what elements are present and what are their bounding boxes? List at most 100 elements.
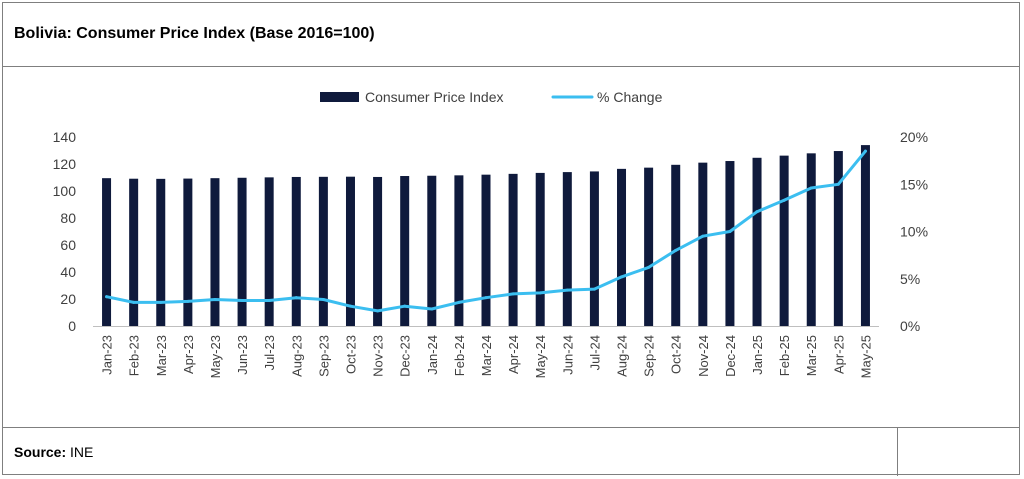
x-tick-label: May-24: [533, 335, 548, 378]
chart-svg: Consumer Price Index % Change 0 20 40 60 80 100…: [53, 89, 928, 378]
pct-change-point: [213, 298, 217, 302]
pct-change-point: [647, 265, 651, 269]
pct-change-point: [267, 298, 271, 302]
cpi-bar: [102, 178, 112, 326]
cpi-bar: [318, 176, 328, 326]
x-tick-label: May-25: [858, 335, 873, 378]
pct-change-point: [186, 299, 190, 303]
x-tick-label: May-23: [208, 335, 223, 378]
pct-change-point: [240, 298, 244, 302]
x-tick-label: Jul-24: [587, 335, 602, 370]
cpi-bar: [400, 176, 410, 326]
y-left-tick-label: 60: [60, 237, 76, 253]
x-tick-label: Feb-24: [452, 335, 467, 376]
cpi-bar: [698, 162, 708, 326]
x-tick-label: Apr-24: [506, 335, 521, 374]
cpi-bar: [237, 177, 247, 326]
title-row: Bolivia: Consumer Price Index (Base 2016…: [3, 3, 1019, 67]
cpi-bar: [427, 175, 437, 326]
x-tick-label: Jan-25: [750, 335, 765, 375]
y-left-tick-label: 120: [53, 156, 77, 172]
pct-change-point: [538, 291, 542, 295]
cpi-bar: [671, 164, 681, 326]
chart-area: Consumer Price Index % Change 0 20 40 60 80 100…: [3, 67, 1019, 427]
source-cell: Source: INE: [3, 428, 898, 476]
x-tick-label: Jan-24: [425, 335, 440, 375]
chart-title: Bolivia: Consumer Price Index (Base 2016…: [14, 25, 375, 42]
pct-change-point: [755, 210, 759, 214]
cpi-bar: [644, 167, 654, 326]
cpi-bar: [752, 157, 762, 326]
x-tick-label: Sep-24: [642, 335, 657, 377]
x-tick-label: Jan-23: [100, 335, 115, 375]
x-tick-label: Feb-25: [777, 335, 792, 376]
cpi-bar: [806, 153, 816, 326]
x-tick-label: Feb-23: [127, 335, 142, 376]
pct-change-point: [403, 304, 407, 308]
source-text: Source: INE: [14, 444, 93, 460]
x-tick-label: Nov-24: [696, 335, 711, 377]
pct-change-point: [430, 307, 434, 311]
y-right-tick-label: 20%: [900, 129, 928, 145]
cpi-bar: [373, 176, 383, 326]
source-row: Source: INE: [3, 427, 1019, 476]
pct-change-point: [674, 248, 678, 252]
cpi-bar: [129, 178, 139, 326]
x-tick-label: Mar-24: [479, 335, 494, 376]
cpi-bar: [345, 176, 355, 326]
cpi-bar: [725, 161, 735, 326]
x-tick-label: Dec-24: [723, 335, 738, 377]
source-value: INE: [66, 444, 94, 460]
x-tick-label: Mar-25: [804, 335, 819, 376]
pct-change-point: [782, 198, 786, 202]
y-right-tick-label: 0%: [900, 318, 920, 334]
legend-swatch-cpi: [320, 92, 359, 102]
cpi-bar: [291, 176, 301, 326]
y-left-tick-label: 80: [60, 210, 76, 226]
cpi-bar: [156, 178, 166, 326]
cpi-bar: [535, 172, 545, 326]
x-tick-label: Aug-23: [289, 335, 304, 377]
pct-change-point: [592, 287, 596, 291]
x-tick-label: Jul-23: [262, 335, 277, 370]
pct-change-point: [348, 304, 352, 308]
cpi-bar: [779, 155, 789, 326]
x-tick-label: Aug-24: [615, 335, 630, 377]
pct-change-point: [728, 230, 732, 233]
y-left-tick-label: 20: [60, 291, 76, 307]
x-tick-label: Dec-23: [398, 335, 413, 377]
cpi-bar: [481, 174, 491, 326]
cpi-bar: [508, 173, 518, 326]
cpi-bar: [183, 178, 193, 326]
cpi-bar: [264, 177, 274, 326]
x-tick-label: Nov-23: [371, 335, 386, 377]
y-left-tick-label: 100: [53, 183, 77, 199]
pct-change-point: [376, 309, 380, 313]
y-right-tick-label: 5%: [900, 271, 920, 287]
cpi-bar: [589, 171, 599, 326]
cpi-bar: [617, 168, 627, 326]
x-tick-label: Apr-25: [831, 335, 846, 374]
x-tick-label: Jun-23: [235, 335, 250, 375]
cpi-bar: [833, 151, 843, 326]
pct-change-point: [457, 300, 461, 304]
x-tick-label: Jun-24: [560, 335, 575, 375]
pct-change-point: [484, 296, 488, 300]
pct-change-point: [620, 275, 624, 279]
pct-change-point: [809, 186, 813, 190]
y-left-tick-label: 0: [68, 318, 76, 334]
pct-change-point: [294, 296, 298, 300]
pct-change-point: [132, 300, 136, 304]
pct-change-point: [159, 300, 163, 304]
cpi-bar: [562, 172, 572, 326]
y-right-tick-label: 15%: [900, 176, 928, 192]
source-label: Source:: [14, 444, 67, 460]
pct-change-point: [863, 149, 867, 153]
legend-label-cpi: Consumer Price Index: [365, 89, 504, 105]
cpi-bar: [454, 175, 464, 326]
y-left-tick-label: 140: [53, 129, 77, 145]
y-right-tick-label: 10%: [900, 224, 928, 240]
x-tick-label: Apr-23: [181, 335, 196, 374]
cpi-bar: [210, 178, 220, 326]
pct-change-point: [511, 292, 515, 296]
